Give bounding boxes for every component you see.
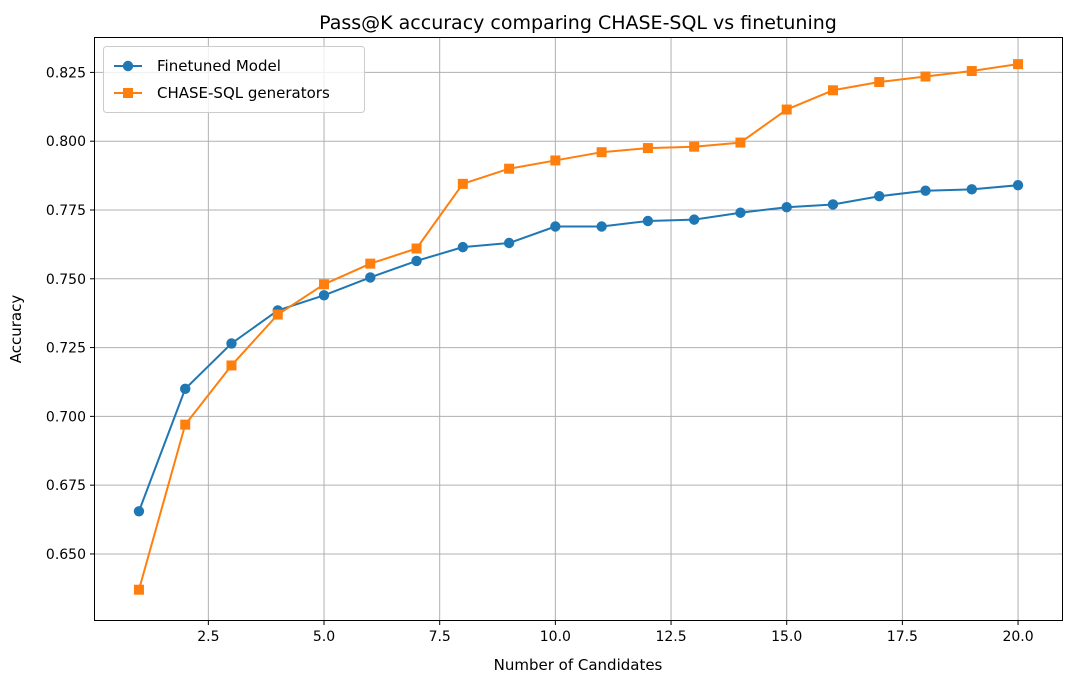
data-point	[550, 221, 561, 232]
x-tick-label: 2.5	[197, 629, 219, 645]
x-tick-label: 12.5	[655, 629, 686, 645]
y-tick-label: 0.725	[46, 341, 86, 357]
axis-ticks: 2.5 5.0 7.5 10.0 12.5 15.0 17.5 20.0 0.650 0.675 0…	[46, 65, 1034, 645]
y-tick-label: 0.775	[46, 203, 86, 219]
data-point	[133, 584, 144, 595]
data-point	[457, 178, 468, 189]
data-point	[874, 77, 885, 88]
x-tick-label: 5.0	[313, 629, 335, 645]
x-axis-label: Number of Candidates	[494, 656, 663, 674]
data-point	[827, 199, 839, 210]
series-layer	[133, 59, 1024, 595]
x-tick-label: 10.0	[540, 629, 571, 645]
legend-label: Finetuned Model	[157, 57, 281, 75]
y-tick-label: 0.675	[46, 478, 86, 494]
data-point	[735, 137, 746, 148]
y-tick-label: 0.800	[46, 134, 86, 150]
x-tick-label: 7.5	[429, 629, 451, 645]
data-point	[318, 290, 330, 301]
data-point	[596, 147, 607, 158]
data-point	[550, 155, 561, 166]
legend-item: CHASE-SQL generators	[114, 84, 330, 102]
data-point	[781, 202, 792, 213]
x-tick-label: 20.0	[1002, 629, 1033, 645]
data-point	[688, 214, 700, 225]
legend-marker	[122, 60, 134, 72]
data-point	[1013, 59, 1024, 70]
data-point	[504, 163, 515, 174]
y-tick-label: 0.650	[46, 547, 86, 563]
data-point	[642, 143, 653, 154]
data-point	[133, 506, 145, 517]
legend-box	[103, 46, 365, 113]
data-point	[596, 221, 607, 232]
x-tick-label: 15.0	[771, 629, 802, 645]
grid	[95, 38, 1062, 620]
data-point	[319, 279, 330, 290]
data-point	[1012, 180, 1024, 191]
legend-label: CHASE-SQL generators	[157, 84, 330, 102]
series-line	[137, 63, 1019, 590]
y-tick-label: 0.750	[46, 272, 86, 288]
chart-title: Pass@K accuracy comparing CHASE-SQL vs f…	[319, 12, 837, 34]
data-point	[920, 71, 931, 82]
y-axis-label: Accuracy	[7, 295, 25, 364]
data-point	[226, 338, 237, 349]
data-point	[365, 272, 376, 283]
data-point	[411, 243, 422, 254]
y-tick-label: 0.825	[46, 65, 86, 81]
data-point	[781, 104, 792, 115]
data-point	[966, 184, 977, 195]
series-2	[133, 59, 1024, 595]
data-point	[642, 215, 654, 227]
data-point	[503, 237, 515, 249]
data-point	[365, 258, 376, 269]
data-point	[874, 191, 885, 202]
data-point	[411, 255, 422, 267]
y-tick-label: 0.700	[46, 409, 86, 425]
series-line	[138, 184, 1019, 512]
data-point	[457, 241, 469, 253]
data-point	[920, 185, 931, 196]
data-point	[827, 85, 838, 96]
data-point	[966, 66, 977, 77]
data-point	[226, 360, 237, 371]
data-point	[180, 419, 191, 430]
legend-marker	[123, 88, 133, 98]
data-point	[272, 309, 283, 320]
data-point	[735, 207, 746, 218]
x-tick-label: 17.5	[887, 629, 918, 645]
legend: Finetuned Model CHASE-SQL generators	[103, 46, 365, 113]
series-1	[133, 180, 1024, 517]
legend-item: Finetuned Model	[114, 57, 281, 75]
data-point	[180, 383, 191, 395]
data-point	[689, 141, 700, 152]
plot-frame	[94, 37, 1063, 621]
